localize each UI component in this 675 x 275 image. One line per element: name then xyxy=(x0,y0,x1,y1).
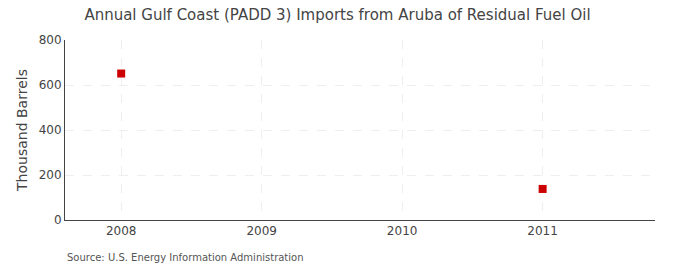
svg-text:800: 800 xyxy=(39,33,62,47)
svg-text:2008: 2008 xyxy=(106,224,137,238)
svg-text:2010: 2010 xyxy=(387,224,418,238)
svg-text:2011: 2011 xyxy=(527,224,558,238)
svg-text:200: 200 xyxy=(39,168,62,182)
svg-text:600: 600 xyxy=(39,78,62,92)
svg-text:Source: U.S. Energy Informatio: Source: U.S. Energy Information Administ… xyxy=(67,252,304,263)
svg-text:Annual Gulf Coast (PADD 3) Imp: Annual Gulf Coast (PADD 3) Imports from … xyxy=(84,6,590,24)
svg-text:Thousand Barrels: Thousand Barrels xyxy=(14,69,30,192)
svg-text:0: 0 xyxy=(54,213,62,227)
svg-text:2009: 2009 xyxy=(246,224,277,238)
svg-text:400: 400 xyxy=(39,123,62,137)
